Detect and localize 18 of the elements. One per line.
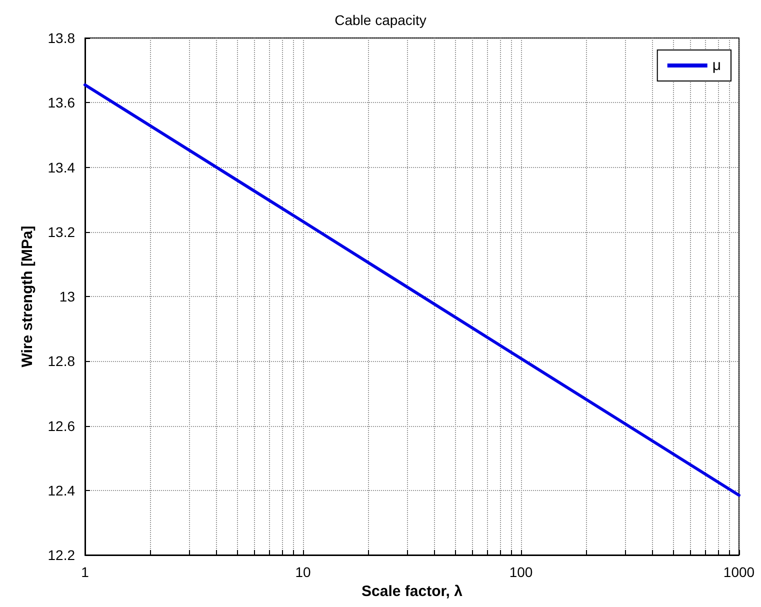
y-tick-label: 13.4: [48, 159, 76, 176]
y-tick-label: 12.8: [48, 353, 76, 370]
y-tick-label: 12.6: [48, 418, 76, 434]
x-tick-label: 1: [81, 564, 90, 580]
x-tick-label: 1000: [723, 564, 755, 580]
y-tick-label: 13.8: [48, 30, 76, 46]
chart-title: Cable capacity: [334, 12, 426, 28]
y-tick-label: 12.4: [48, 482, 76, 498]
line-series: [84, 83, 740, 497]
y-tick-label: 13.2: [48, 224, 76, 240]
y-tick-label: 13.6: [48, 94, 76, 111]
x-tick-label: 100: [509, 564, 533, 580]
x-axis-title: Scale factor, λ: [362, 582, 464, 600]
x-tick-label: 10: [295, 564, 311, 580]
y-axis-title: Wire strength [MPa]: [19, 226, 36, 368]
y-tick-label: 13: [59, 288, 76, 304]
y-tick-label: 12.2: [48, 547, 76, 563]
legend-label: μ: [712, 57, 722, 74]
